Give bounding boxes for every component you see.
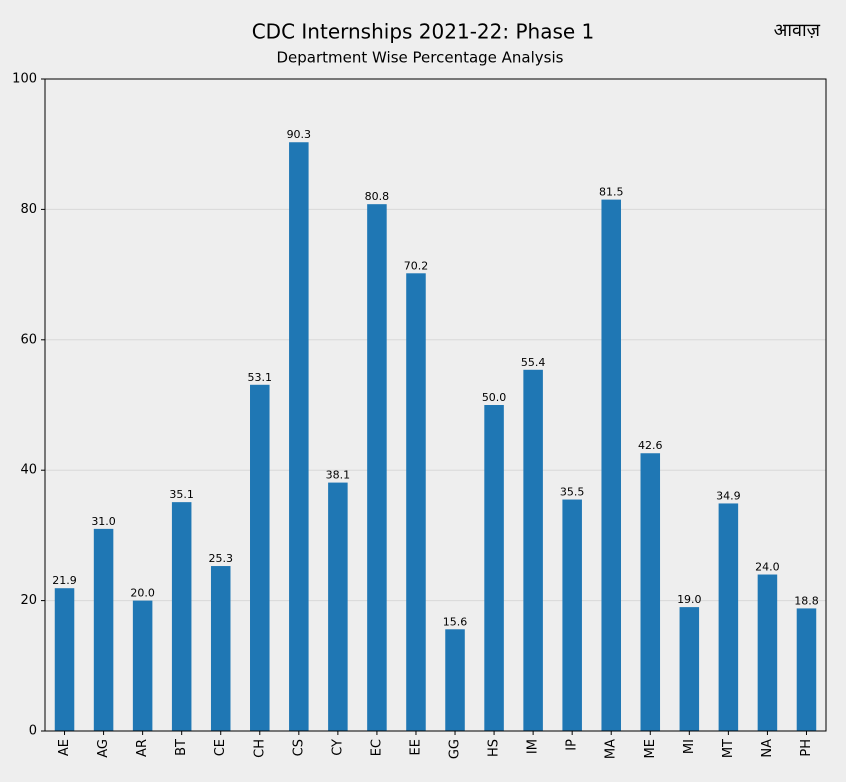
bar	[562, 499, 582, 731]
value-label: 18.8	[794, 594, 819, 607]
bar	[250, 384, 270, 731]
x-tick-label: BT	[174, 739, 189, 756]
bar	[796, 608, 817, 731]
bar	[367, 204, 387, 731]
x-tick-label: IM	[526, 739, 541, 754]
bar	[171, 502, 192, 731]
y-tick-label: 60	[20, 332, 37, 347]
value-label: 38.1	[326, 469, 351, 482]
value-label: 35.5	[560, 486, 585, 499]
plot-frame	[44, 78, 827, 732]
value-label: 80.8	[365, 190, 390, 203]
x-tick-label: CE	[213, 739, 228, 756]
bar	[718, 503, 739, 731]
bar	[406, 273, 426, 731]
value-label: 34.9	[716, 489, 741, 502]
x-tick-label: HS	[487, 739, 502, 757]
value-label: 90.3	[287, 128, 312, 141]
x-tick-label: GG	[448, 739, 463, 759]
x-tick-label: EC	[369, 739, 384, 756]
bar	[601, 199, 621, 731]
x-tick-label: CH	[252, 739, 267, 758]
value-label: 20.0	[130, 587, 155, 600]
value-label: 70.2	[404, 259, 429, 272]
value-label: 53.1	[248, 371, 273, 384]
x-tick-label: PH	[799, 739, 814, 757]
x-tick-label: AG	[96, 739, 111, 758]
y-tick-label: 100	[12, 72, 37, 87]
bar	[640, 453, 661, 731]
value-label: 21.9	[52, 574, 77, 587]
value-label: 35.1	[169, 488, 194, 501]
y-tick-label: 40	[20, 463, 37, 478]
x-tick-label: MT	[721, 739, 736, 758]
y-tick-label: 0	[29, 724, 37, 739]
value-label: 19.0	[677, 593, 702, 606]
value-label: 81.5	[599, 186, 624, 199]
bar	[445, 629, 465, 731]
bar	[484, 405, 504, 731]
value-label: 50.0	[482, 391, 507, 404]
x-tick-label: MI	[682, 739, 697, 754]
bar	[523, 369, 543, 731]
bar	[289, 142, 309, 731]
y-tick-label: 20	[20, 593, 37, 608]
x-tick-label: CS	[291, 739, 306, 756]
bar	[210, 566, 231, 731]
watermark: आवाज़	[774, 20, 821, 41]
x-tick-label: AR	[135, 739, 150, 757]
bar	[93, 528, 114, 731]
bar	[132, 600, 153, 731]
chart-title: CDC Internships 2021-22: Phase 1	[252, 20, 595, 44]
x-tick-label: NA	[760, 739, 775, 758]
x-tick-label: AE	[57, 739, 72, 756]
y-tick-label: 80	[20, 202, 37, 217]
x-tick-label: IP	[565, 739, 580, 751]
value-label: 42.6	[638, 439, 663, 452]
bar	[328, 482, 348, 731]
chart-subtitle: Department Wise Percentage Analysis	[277, 49, 564, 67]
value-label: 31.0	[91, 515, 116, 528]
bar	[679, 607, 700, 731]
value-label: 55.4	[521, 356, 546, 369]
x-tick-label: EE	[408, 739, 423, 755]
bar	[54, 588, 75, 731]
x-tick-label: CY	[330, 739, 345, 756]
x-tick-label: MA	[604, 739, 619, 759]
bar	[757, 574, 778, 731]
x-tick-label: ME	[643, 739, 658, 758]
value-label: 25.3	[208, 552, 233, 565]
value-label: 15.6	[443, 615, 468, 628]
value-label: 24.0	[755, 561, 780, 574]
